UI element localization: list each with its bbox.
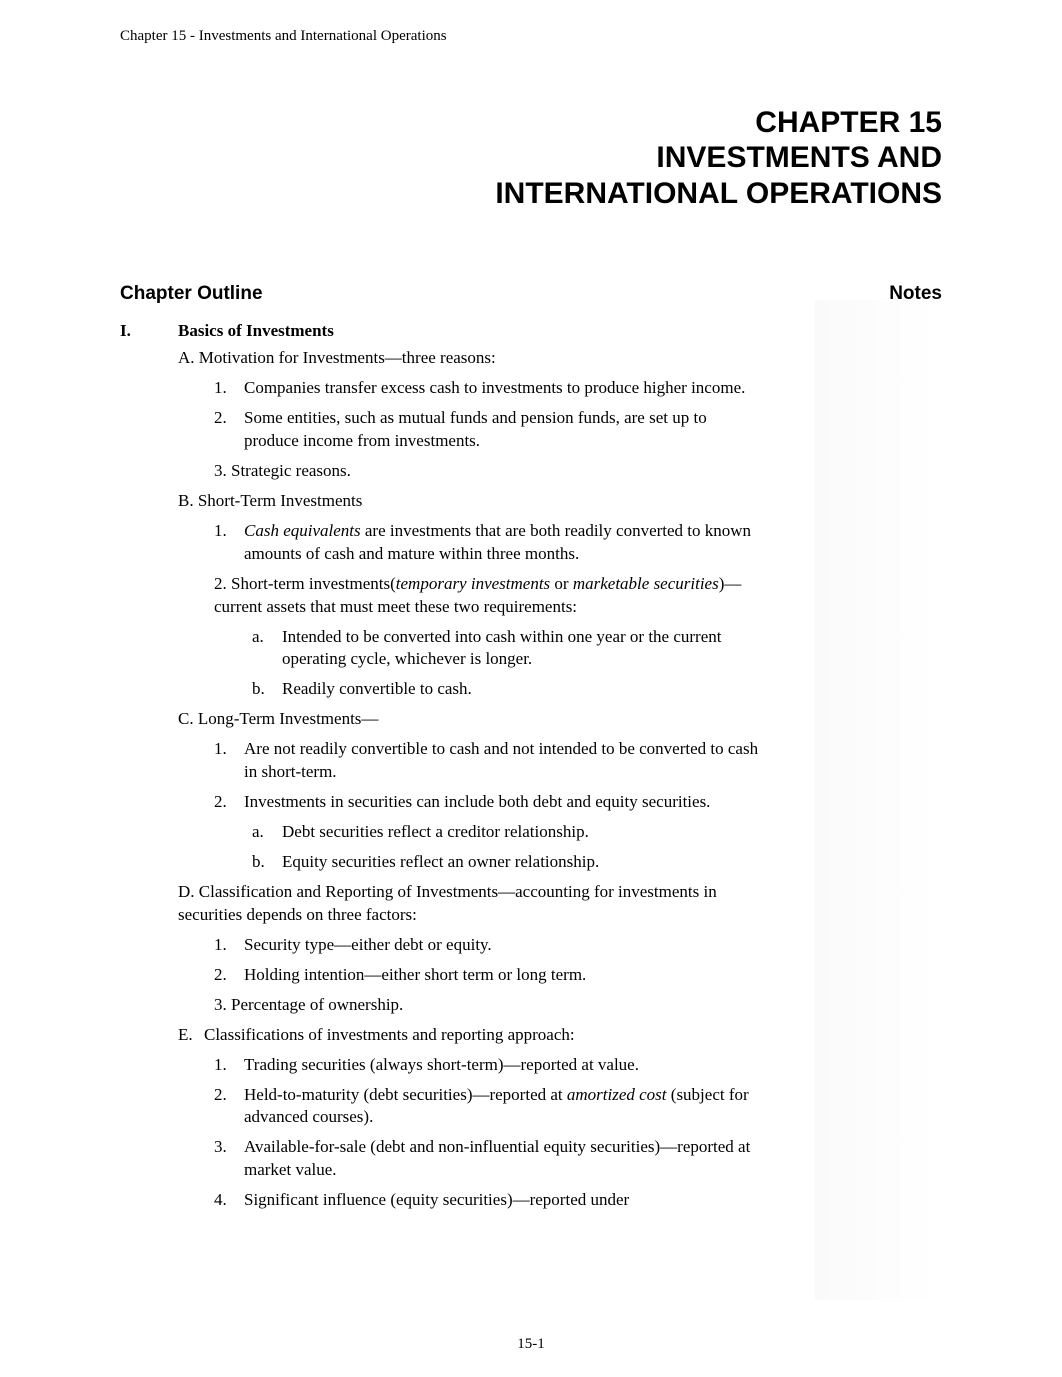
marker: 1. [214, 520, 244, 566]
item-A1: 1.Companies transfer excess cash to inve… [214, 377, 760, 400]
text: Debt securities reflect a creditor relat… [282, 821, 589, 844]
item-C2: 2.Investments in securities can include … [214, 791, 760, 814]
item-A: A. Motivation for Investments—three reas… [178, 347, 760, 370]
text: Holding intention—either short term or l… [244, 964, 586, 987]
marker: b. [252, 678, 282, 701]
text: Security type—either debt or equity. [244, 934, 492, 957]
text-part: 2. Short-term investments( [214, 574, 396, 593]
text: Available-for-sale (debt and non-influen… [244, 1136, 760, 1182]
text: Companies transfer excess cash to invest… [244, 377, 745, 400]
term-temporary-investments: temporary investments [396, 574, 550, 593]
term-marketable-securities: marketable securities [573, 574, 719, 593]
item-E3: 3.Available-for-sale (debt and non-influ… [214, 1136, 760, 1182]
term-amortized-cost: amortized cost [567, 1085, 667, 1104]
marker: 1. [214, 738, 244, 784]
text: Held-to-maturity (debt securities)—repor… [244, 1084, 760, 1130]
marker: 3. [214, 1136, 244, 1182]
title-line-3: INTERNATIONAL OPERATIONS [120, 176, 942, 211]
title-line-1: CHAPTER 15 [120, 105, 942, 140]
item-D2: 2.Holding intention—either short term or… [214, 964, 760, 987]
text: Cash equivalents are investments that ar… [244, 520, 760, 566]
marker: 2. [214, 407, 244, 453]
title-line-2: INVESTMENTS AND [120, 140, 942, 175]
text: Significant influence (equity securities… [244, 1189, 629, 1212]
text: Trading securities (always short-term)—r… [244, 1054, 639, 1077]
item-D: D. Classification and Reporting of Inves… [178, 881, 760, 927]
item-D1: 1.Security type—either debt or equity. [214, 934, 760, 957]
item-E4: 4.Significant influence (equity securiti… [214, 1189, 760, 1212]
marker: 2. [214, 964, 244, 987]
item-C: C. Long-Term Investments— [178, 708, 760, 731]
text-part: or [550, 574, 573, 593]
item-B2a: a.Intended to be converted into cash wit… [252, 626, 760, 672]
outline-content: A. Motivation for Investments—three reas… [120, 347, 760, 1212]
text: 3. Percentage of ownership. [214, 994, 403, 1017]
notes-column-shadow [815, 300, 940, 1300]
marker: 2. [214, 791, 244, 814]
text: Readily convertible to cash. [282, 678, 472, 701]
section-title: Basics of Investments [178, 321, 334, 341]
item-C2a: a.Debt securities reflect a creditor rel… [252, 821, 760, 844]
marker: a. [252, 821, 282, 844]
item-A3: 3. Strategic reasons. [214, 460, 760, 483]
section-number: I. [120, 321, 178, 341]
text-part: Held-to-maturity (debt securities)—repor… [244, 1085, 567, 1104]
marker: b. [252, 851, 282, 874]
item-E2: 2.Held-to-maturity (debt securities)—rep… [214, 1084, 760, 1130]
item-D3: 3. Percentage of ownership. [214, 994, 760, 1017]
text: Equity securities reflect an owner relat… [282, 851, 599, 874]
text: Are not readily convertible to cash and … [244, 738, 760, 784]
item-B: B. Short-Term Investments [178, 490, 760, 513]
marker: 1. [214, 934, 244, 957]
marker: 2. [214, 1084, 244, 1130]
text: Intended to be converted into cash withi… [282, 626, 760, 672]
page-number: 15-1 [0, 1336, 1062, 1353]
text: 3. Strategic reasons. [214, 460, 351, 483]
item-C1: 1.Are not readily convertible to cash an… [214, 738, 760, 784]
item-B1: 1.Cash equivalents are investments that … [214, 520, 760, 566]
text: 2. Short-term investments(temporary inve… [214, 573, 760, 619]
text: Classifications of investments and repor… [204, 1024, 575, 1047]
running-header: Chapter 15 - Investments and Internation… [120, 28, 942, 45]
chapter-title: CHAPTER 15 INVESTMENTS AND INTERNATIONAL… [120, 105, 942, 211]
chapter-outline-label: Chapter Outline [120, 283, 263, 305]
marker: 4. [214, 1189, 244, 1212]
item-B2: 2. Short-term investments(temporary inve… [214, 573, 760, 619]
marker: 1. [214, 1054, 244, 1077]
marker: a. [252, 626, 282, 672]
text: Investments in securities can include bo… [244, 791, 710, 814]
item-E1: 1.Trading securities (always short-term)… [214, 1054, 760, 1077]
item-B2b: b.Readily convertible to cash. [252, 678, 760, 701]
term-cash-equivalents: Cash equivalents [244, 521, 361, 540]
marker: E. [178, 1024, 204, 1047]
text: Some entities, such as mutual funds and … [244, 407, 760, 453]
item-E: E.Classifications of investments and rep… [178, 1024, 760, 1047]
item-A2: 2.Some entities, such as mutual funds an… [214, 407, 760, 453]
marker: 1. [214, 377, 244, 400]
item-C2b: b.Equity securities reflect an owner rel… [252, 851, 760, 874]
